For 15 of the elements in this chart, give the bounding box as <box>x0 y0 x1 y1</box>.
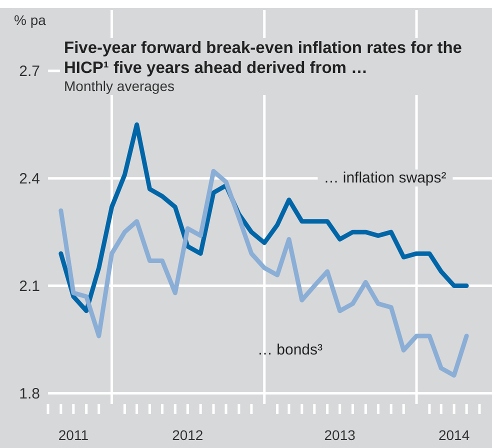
y-tick-label: 2.1 <box>19 278 40 296</box>
y-tick-label: 2.4 <box>19 170 40 188</box>
text: Monthly averages <box>63 78 176 95</box>
y-axis-title: % pa <box>14 12 46 28</box>
y-tick-label: 1.8 <box>19 386 40 403</box>
y-tick-label: 2.7 <box>19 63 40 80</box>
annotation: … inflation swaps² <box>318 170 452 186</box>
line-series <box>58 168 469 378</box>
x-tick-label: 2014 <box>438 427 470 443</box>
line-series <box>58 122 469 314</box>
text: Five-year forward break-even inflation rates for the HICP¹ five years ahead derived from … <box>63 38 463 78</box>
x-tick-label: 2013 <box>324 427 356 443</box>
x-tick-label: 2012 <box>172 427 204 443</box>
annotation: … bonds³ <box>256 342 324 358</box>
x-tick-label: 2011 <box>58 427 89 443</box>
